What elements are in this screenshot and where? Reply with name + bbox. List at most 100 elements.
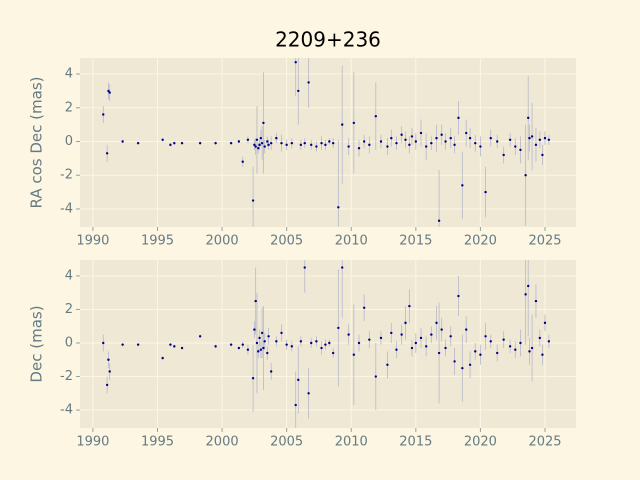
data-point	[307, 81, 310, 84]
data-point	[419, 336, 423, 340]
data-point	[430, 333, 433, 336]
data-point	[357, 147, 361, 150]
data-point	[269, 370, 273, 373]
data-point	[379, 336, 383, 340]
data-point	[474, 141, 477, 145]
data-point	[258, 143, 261, 147]
x-tick-label: 2015	[399, 435, 432, 450]
data-point	[237, 346, 241, 350]
data-point	[263, 145, 266, 148]
data-point	[102, 113, 105, 116]
data-point	[299, 340, 303, 343]
data-point	[374, 375, 377, 378]
data-point	[435, 321, 438, 325]
data-point	[530, 135, 534, 138]
y-tick-label: 2	[65, 302, 73, 317]
data-point	[237, 140, 241, 143]
data-point	[246, 348, 250, 351]
data-point	[320, 346, 323, 350]
data-point	[251, 199, 255, 202]
data-point	[229, 343, 233, 346]
data-point	[352, 353, 356, 356]
data-point	[257, 350, 260, 353]
data-point	[269, 141, 273, 145]
data-point	[315, 145, 318, 148]
data-point	[267, 143, 270, 147]
axes: 1990 1995 2000 2005 2010 2015 2020 2025 -4 -2 0 2 4 R…	[28, 58, 576, 249]
x-tick-label: 1990	[76, 435, 109, 450]
data-point	[479, 353, 482, 356]
data-point	[538, 138, 542, 142]
y-tick-label: 4	[65, 268, 73, 283]
x-tick-label: 2020	[464, 435, 497, 450]
data-point	[180, 141, 184, 145]
figure-title: 2209+236	[275, 28, 381, 52]
data-point	[484, 335, 487, 338]
data-point	[260, 331, 264, 335]
data-point	[357, 341, 361, 345]
data-point	[440, 133, 443, 136]
data-point	[400, 133, 403, 136]
data-point	[280, 141, 283, 145]
data-point	[484, 190, 487, 194]
data-point	[424, 145, 428, 148]
data-point	[260, 141, 264, 145]
x-tick-label: 2005	[270, 435, 303, 450]
data-point	[437, 351, 441, 355]
data-point	[453, 360, 456, 363]
data-point	[121, 140, 124, 143]
data-point	[547, 138, 551, 142]
data-point	[347, 333, 350, 336]
data-point	[107, 89, 110, 93]
x-tick-label: 2000	[206, 234, 239, 249]
data-point	[541, 353, 544, 356]
data-point	[453, 143, 456, 147]
data-point	[303, 266, 306, 269]
y-tick-label: -4	[60, 403, 73, 418]
data-point	[468, 363, 472, 366]
data-point	[449, 136, 452, 140]
data-point	[430, 141, 433, 145]
data-point	[489, 340, 492, 343]
data-point	[465, 328, 468, 331]
data-point	[424, 345, 428, 348]
data-point	[457, 294, 460, 298]
data-point	[461, 366, 464, 370]
data-point	[508, 345, 512, 348]
data-point	[457, 116, 460, 120]
data-point	[543, 136, 547, 140]
data-point	[374, 114, 377, 118]
data-point	[229, 141, 233, 145]
y-tick-label: 2	[65, 100, 73, 115]
data-point	[341, 266, 344, 269]
data-point	[534, 299, 538, 303]
data-point	[528, 350, 531, 353]
data-point	[489, 136, 492, 140]
data-point	[169, 143, 172, 147]
data-point	[468, 136, 472, 140]
data-point	[524, 174, 527, 177]
data-point	[390, 331, 393, 335]
data-point	[474, 350, 477, 353]
data-point	[320, 141, 323, 145]
data-point	[408, 304, 411, 308]
x-tick-label: 1995	[141, 435, 174, 450]
data-point	[410, 346, 414, 350]
data-point	[241, 160, 244, 163]
y-tick-label: -2	[60, 369, 73, 384]
data-point	[263, 340, 266, 343]
data-point	[440, 328, 443, 331]
x-tick-label: 2005	[270, 234, 303, 249]
data-point	[410, 135, 414, 138]
data-point	[400, 333, 403, 336]
data-point	[386, 145, 389, 148]
data-point	[102, 341, 105, 345]
x-tick-label: 2020	[464, 234, 497, 249]
data-point	[408, 143, 411, 147]
y-axis-label: RA cos Dec (mas)	[28, 77, 46, 209]
y-tick-label: -2	[60, 168, 73, 183]
data-point	[259, 348, 263, 351]
data-point	[419, 131, 423, 135]
data-point	[214, 345, 217, 348]
